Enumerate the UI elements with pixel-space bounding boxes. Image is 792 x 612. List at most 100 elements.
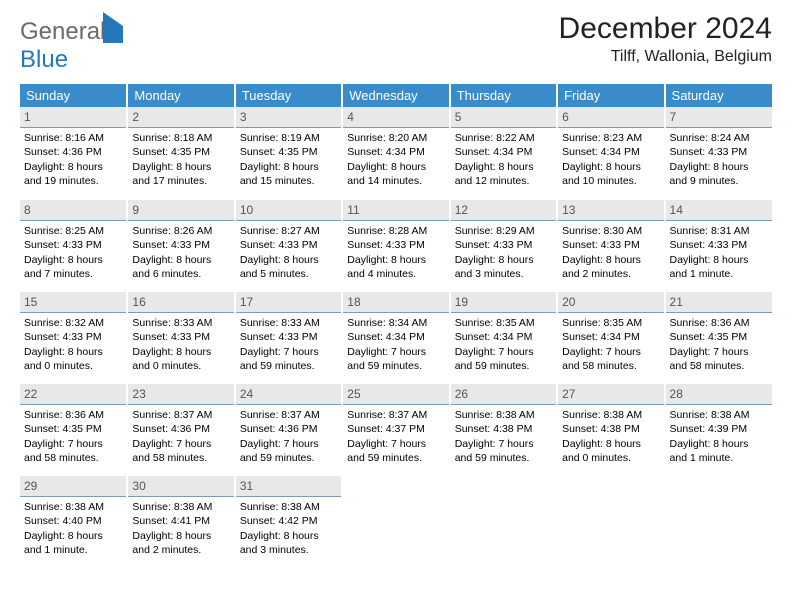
sunset-line: Sunset: 4:36 PM xyxy=(132,422,229,436)
daylight-line: Daylight: 7 hours and 59 minutes. xyxy=(455,345,552,373)
daylight-line: Daylight: 7 hours and 59 minutes. xyxy=(347,437,444,465)
sunrise-line: Sunrise: 8:34 AM xyxy=(347,316,444,330)
daylight-line: Daylight: 7 hours and 58 minutes. xyxy=(132,437,229,465)
day-number: 1 xyxy=(20,107,126,128)
calendar-cell: 31Sunrise: 8:38 AMSunset: 4:42 PMDayligh… xyxy=(235,475,342,567)
daylight-line: Daylight: 8 hours and 17 minutes. xyxy=(132,160,229,188)
calendar-body: 1Sunrise: 8:16 AMSunset: 4:36 PMDaylight… xyxy=(20,107,772,567)
calendar-cell: 21Sunrise: 8:36 AMSunset: 4:35 PMDayligh… xyxy=(665,291,772,383)
calendar-cell xyxy=(665,475,772,567)
sunrise-line: Sunrise: 8:16 AM xyxy=(24,131,122,145)
sunset-line: Sunset: 4:39 PM xyxy=(670,422,768,436)
day-content: Sunrise: 8:18 AMSunset: 4:35 PMDaylight:… xyxy=(128,128,233,192)
sunrise-line: Sunrise: 8:33 AM xyxy=(132,316,229,330)
sunrise-line: Sunrise: 8:31 AM xyxy=(670,224,768,238)
sunrise-line: Sunrise: 8:35 AM xyxy=(562,316,659,330)
calendar-cell xyxy=(450,475,557,567)
sunrise-line: Sunrise: 8:38 AM xyxy=(132,500,229,514)
calendar-row: 29Sunrise: 8:38 AMSunset: 4:40 PMDayligh… xyxy=(20,475,772,567)
calendar-cell: 7Sunrise: 8:24 AMSunset: 4:33 PMDaylight… xyxy=(665,107,772,199)
sunrise-line: Sunrise: 8:27 AM xyxy=(240,224,337,238)
day-number: 12 xyxy=(451,200,556,221)
daylight-line: Daylight: 8 hours and 15 minutes. xyxy=(240,160,337,188)
day-content: Sunrise: 8:20 AMSunset: 4:34 PMDaylight:… xyxy=(343,128,448,192)
sunset-line: Sunset: 4:36 PM xyxy=(240,422,337,436)
sunset-line: Sunset: 4:38 PM xyxy=(455,422,552,436)
sunset-line: Sunset: 4:33 PM xyxy=(455,238,552,252)
daylight-line: Daylight: 8 hours and 3 minutes. xyxy=(240,529,337,557)
daylight-line: Daylight: 8 hours and 1 minute. xyxy=(24,529,122,557)
sunrise-line: Sunrise: 8:24 AM xyxy=(670,131,768,145)
daylight-line: Daylight: 8 hours and 1 minute. xyxy=(670,253,768,281)
daylight-line: Daylight: 8 hours and 19 minutes. xyxy=(24,160,122,188)
day-header: Saturday xyxy=(665,84,772,107)
day-header: Friday xyxy=(557,84,664,107)
day-content: Sunrise: 8:16 AMSunset: 4:36 PMDaylight:… xyxy=(20,128,126,192)
sunset-line: Sunset: 4:41 PM xyxy=(132,514,229,528)
calendar-cell: 6Sunrise: 8:23 AMSunset: 4:34 PMDaylight… xyxy=(557,107,664,199)
day-content: Sunrise: 8:38 AMSunset: 4:39 PMDaylight:… xyxy=(666,405,772,469)
day-content: Sunrise: 8:38 AMSunset: 4:42 PMDaylight:… xyxy=(236,497,341,561)
calendar-cell: 23Sunrise: 8:37 AMSunset: 4:36 PMDayligh… xyxy=(127,383,234,475)
day-number: 21 xyxy=(666,292,772,313)
sunrise-line: Sunrise: 8:19 AM xyxy=(240,131,337,145)
day-content: Sunrise: 8:31 AMSunset: 4:33 PMDaylight:… xyxy=(666,221,772,285)
day-number: 24 xyxy=(236,384,341,405)
calendar-row: 1Sunrise: 8:16 AMSunset: 4:36 PMDaylight… xyxy=(20,107,772,199)
sunset-line: Sunset: 4:33 PM xyxy=(24,238,122,252)
day-number: 26 xyxy=(451,384,556,405)
sunset-line: Sunset: 4:36 PM xyxy=(24,145,122,159)
calendar-cell: 2Sunrise: 8:18 AMSunset: 4:35 PMDaylight… xyxy=(127,107,234,199)
daylight-line: Daylight: 7 hours and 59 minutes. xyxy=(455,437,552,465)
calendar-cell: 25Sunrise: 8:37 AMSunset: 4:37 PMDayligh… xyxy=(342,383,449,475)
day-number: 31 xyxy=(236,476,341,497)
day-content: Sunrise: 8:25 AMSunset: 4:33 PMDaylight:… xyxy=(20,221,126,285)
sunrise-line: Sunrise: 8:22 AM xyxy=(455,131,552,145)
day-content: Sunrise: 8:24 AMSunset: 4:33 PMDaylight:… xyxy=(666,128,772,192)
day-content: Sunrise: 8:35 AMSunset: 4:34 PMDaylight:… xyxy=(451,313,556,377)
sunset-line: Sunset: 4:34 PM xyxy=(562,145,659,159)
calendar-cell: 24Sunrise: 8:37 AMSunset: 4:36 PMDayligh… xyxy=(235,383,342,475)
day-number: 16 xyxy=(128,292,233,313)
day-number: 7 xyxy=(666,107,772,128)
day-content: Sunrise: 8:37 AMSunset: 4:36 PMDaylight:… xyxy=(236,405,341,469)
title-block: December 2024 Tilff, Wallonia, Belgium xyxy=(559,12,772,66)
day-content: Sunrise: 8:38 AMSunset: 4:38 PMDaylight:… xyxy=(451,405,556,469)
day-content: Sunrise: 8:22 AMSunset: 4:34 PMDaylight:… xyxy=(451,128,556,192)
daylight-line: Daylight: 8 hours and 0 minutes. xyxy=(132,345,229,373)
sunset-line: Sunset: 4:35 PM xyxy=(240,145,337,159)
month-title: December 2024 xyxy=(559,12,772,46)
calendar-cell: 22Sunrise: 8:36 AMSunset: 4:35 PMDayligh… xyxy=(20,383,127,475)
sunrise-line: Sunrise: 8:37 AM xyxy=(347,408,444,422)
calendar-cell: 14Sunrise: 8:31 AMSunset: 4:33 PMDayligh… xyxy=(665,199,772,291)
daylight-line: Daylight: 8 hours and 12 minutes. xyxy=(455,160,552,188)
sunrise-line: Sunrise: 8:38 AM xyxy=(562,408,659,422)
day-content: Sunrise: 8:26 AMSunset: 4:33 PMDaylight:… xyxy=(128,221,233,285)
daylight-line: Daylight: 8 hours and 14 minutes. xyxy=(347,160,444,188)
sunset-line: Sunset: 4:34 PM xyxy=(455,145,552,159)
calendar-row: 8Sunrise: 8:25 AMSunset: 4:33 PMDaylight… xyxy=(20,199,772,291)
sunset-line: Sunset: 4:33 PM xyxy=(132,330,229,344)
sunset-line: Sunset: 4:33 PM xyxy=(240,330,337,344)
sunset-line: Sunset: 4:33 PM xyxy=(670,238,768,252)
day-content: Sunrise: 8:33 AMSunset: 4:33 PMDaylight:… xyxy=(236,313,341,377)
daylight-line: Daylight: 8 hours and 5 minutes. xyxy=(240,253,337,281)
sunrise-line: Sunrise: 8:28 AM xyxy=(347,224,444,238)
calendar-cell: 1Sunrise: 8:16 AMSunset: 4:36 PMDaylight… xyxy=(20,107,127,199)
sunrise-line: Sunrise: 8:36 AM xyxy=(670,316,768,330)
calendar-cell: 4Sunrise: 8:20 AMSunset: 4:34 PMDaylight… xyxy=(342,107,449,199)
sunrise-line: Sunrise: 8:25 AM xyxy=(24,224,122,238)
day-number: 14 xyxy=(666,200,772,221)
calendar-cell: 26Sunrise: 8:38 AMSunset: 4:38 PMDayligh… xyxy=(450,383,557,475)
day-content: Sunrise: 8:36 AMSunset: 4:35 PMDaylight:… xyxy=(20,405,126,469)
day-number: 17 xyxy=(236,292,341,313)
day-content: Sunrise: 8:38 AMSunset: 4:41 PMDaylight:… xyxy=(128,497,233,561)
day-content: Sunrise: 8:30 AMSunset: 4:33 PMDaylight:… xyxy=(558,221,663,285)
day-header: Tuesday xyxy=(235,84,342,107)
sunrise-line: Sunrise: 8:37 AM xyxy=(132,408,229,422)
sunrise-line: Sunrise: 8:38 AM xyxy=(24,500,122,514)
sunset-line: Sunset: 4:37 PM xyxy=(347,422,444,436)
calendar-cell: 5Sunrise: 8:22 AMSunset: 4:34 PMDaylight… xyxy=(450,107,557,199)
calendar-cell: 19Sunrise: 8:35 AMSunset: 4:34 PMDayligh… xyxy=(450,291,557,383)
day-header: Wednesday xyxy=(342,84,449,107)
